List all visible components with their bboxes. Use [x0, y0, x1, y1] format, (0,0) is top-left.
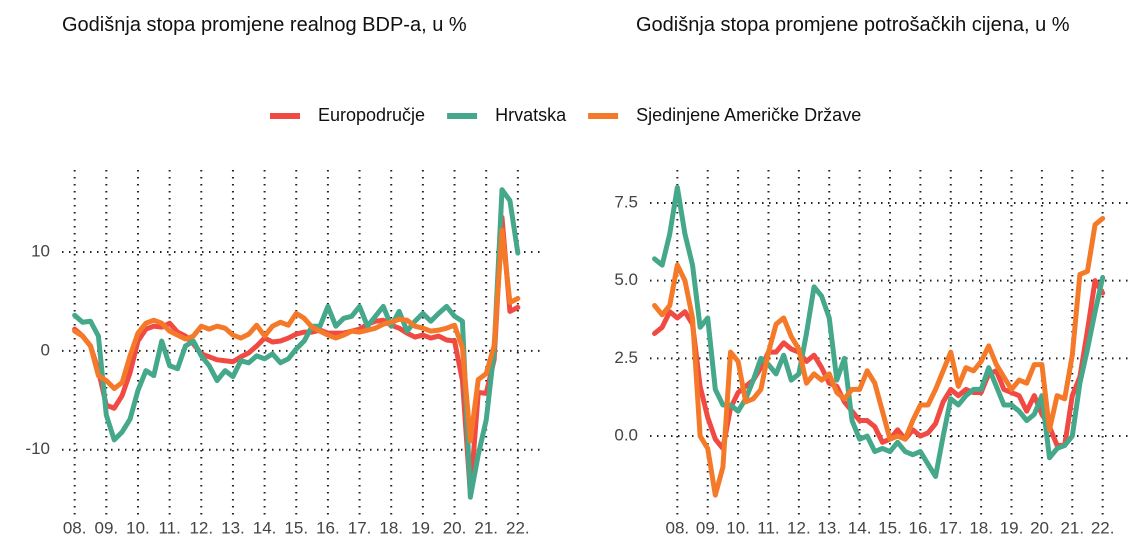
- y-tick-label: 5.0: [614, 270, 638, 289]
- x-tick-label: 19.: [1000, 518, 1024, 537]
- y-tick-label: 10: [31, 242, 50, 261]
- x-tick-label: 15.: [284, 518, 308, 537]
- legend-label: Sjedinjene Američke Države: [636, 105, 861, 125]
- x-tick-label: 14.: [848, 518, 872, 537]
- x-tick-label: 10.: [726, 518, 750, 537]
- x-tick-label: 20.: [1030, 518, 1054, 537]
- data-line: [72, 227, 521, 444]
- legend-label: Europodručje: [318, 105, 425, 125]
- x-tick-label: 19.: [411, 518, 435, 537]
- x-tick-label: 09.: [696, 518, 720, 537]
- data-line: [652, 215, 1106, 498]
- x-tick-label: 21.: [1060, 518, 1084, 537]
- data-line: [72, 187, 521, 500]
- chart-title: Godišnja stopa promjene realnog BDP-a, u…: [62, 14, 467, 36]
- x-tick-label: 14.: [253, 518, 277, 537]
- x-tick-label: 12.: [787, 518, 811, 537]
- x-tick-label: 09.: [94, 518, 118, 537]
- y-tick-label: 0: [41, 340, 50, 359]
- x-tick-label: 22.: [1091, 518, 1115, 537]
- legend-label: Hrvatska: [495, 105, 567, 125]
- x-tick-label: 10.: [126, 518, 150, 537]
- x-tick-label: 15.: [878, 518, 902, 537]
- data-line: [72, 214, 521, 497]
- x-tick-label: 18.: [379, 518, 403, 537]
- x-tick-label: 13.: [817, 518, 841, 537]
- chart-title: Godišnja stopa promjene potrošačkih cije…: [636, 14, 1070, 36]
- x-tick-label: 13.: [221, 518, 245, 537]
- x-tick-label: 11.: [158, 518, 180, 537]
- x-tick-label: 18.: [969, 518, 993, 537]
- x-tick-label: 20.: [443, 518, 467, 537]
- x-tick-label: 08.: [666, 518, 690, 537]
- x-tick-label: 22.: [506, 518, 530, 537]
- x-tick-label: 12.: [189, 518, 213, 537]
- x-tick-label: 16.: [909, 518, 933, 537]
- y-tick-label: 2.5: [614, 348, 638, 367]
- y-tick-label: 7.5: [614, 192, 638, 211]
- x-tick-label: 16.: [316, 518, 340, 537]
- data-line: [652, 278, 1106, 451]
- x-tick-label: 21.: [474, 518, 498, 537]
- x-tick-label: 17.: [348, 518, 372, 537]
- y-tick-label: -10: [25, 439, 50, 458]
- y-tick-label: 0.0: [614, 426, 638, 445]
- x-tick-label: 17.: [939, 518, 963, 537]
- x-tick-label: 08.: [63, 518, 87, 537]
- x-tick-label: 11.: [757, 518, 779, 537]
